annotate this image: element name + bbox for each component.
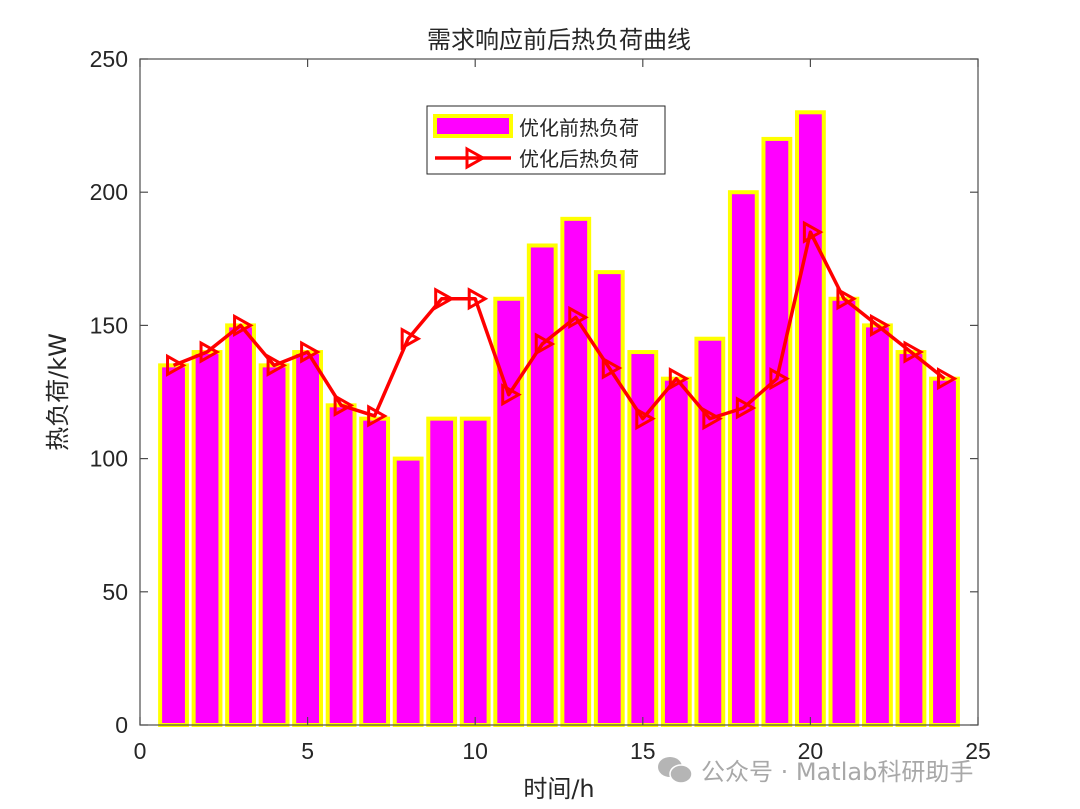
triangle-marker (199, 340, 221, 364)
x-tick-label: 10 (462, 738, 488, 764)
triangle-marker (467, 287, 489, 311)
triangle-marker (869, 313, 891, 337)
x-tick-label: 0 (134, 738, 147, 764)
y-tick-label: 0 (115, 712, 128, 738)
bar (459, 416, 491, 727)
bar (392, 456, 424, 727)
triangle-marker (300, 340, 321, 364)
bar (292, 350, 324, 727)
bar (359, 416, 391, 727)
bar (862, 323, 893, 727)
triangle-marker (367, 404, 388, 428)
triangle-marker (534, 332, 556, 356)
triangle-marker (668, 367, 690, 391)
legend-bar-swatch (433, 114, 513, 138)
bar (727, 190, 759, 727)
triangle-marker (166, 353, 187, 377)
y-tick-label: 250 (90, 46, 128, 72)
y-tick-label: 50 (102, 579, 128, 605)
bar (929, 376, 960, 727)
axes-box (139, 58, 979, 726)
triangle-marker (601, 356, 623, 380)
triangle-marker (903, 340, 925, 364)
triangle-marker (400, 327, 422, 351)
y-axis-label: 热负荷/kW (44, 333, 72, 451)
x-tick-label: 5 (301, 738, 314, 764)
bar (593, 270, 625, 727)
triangle-marker (434, 287, 455, 311)
x-tick-label: 20 (798, 738, 824, 764)
triangle-marker (802, 220, 824, 244)
triangle-marker (936, 367, 958, 391)
y-tick-label: 150 (90, 312, 128, 338)
bar (828, 296, 860, 727)
watermark: 公众号 · Matlab科研助手 (655, 752, 973, 787)
triangle-marker (702, 407, 723, 431)
triangle-marker (769, 367, 790, 391)
bar (761, 136, 793, 728)
x-tick-label: 25 (965, 738, 991, 764)
bar (895, 350, 927, 727)
bar (660, 376, 692, 727)
bar (191, 350, 223, 727)
triangle-marker (501, 383, 522, 407)
chart-title: 需求响应前后热负荷曲线 (427, 26, 691, 54)
bar (426, 416, 458, 727)
bar (258, 363, 290, 727)
triangle-marker (233, 313, 254, 337)
bar (694, 336, 726, 727)
triangle-marker (568, 305, 589, 329)
legend-label: 优化前热负荷 (519, 116, 639, 140)
bar (526, 243, 558, 727)
y-tick-label: 100 (90, 446, 128, 472)
triangle-marker (333, 393, 355, 417)
bar (158, 363, 189, 727)
y-tick-label: 200 (90, 179, 128, 205)
bar (560, 216, 592, 727)
legend-triangle-marker (465, 146, 487, 170)
x-axis-label: 时间/h (523, 775, 594, 803)
wechat-icon (658, 756, 693, 784)
triangle-marker (735, 396, 757, 420)
x-tick-label: 15 (630, 738, 656, 764)
triangle-marker (266, 353, 288, 377)
bar (225, 323, 256, 727)
legend-label: 优化后热负荷 (519, 147, 639, 171)
triangle-marker (635, 407, 656, 431)
triangle-marker (836, 287, 857, 311)
watermark-text: 公众号 · Matlab科研助手 (701, 758, 974, 786)
bar (794, 110, 826, 727)
bar (325, 403, 357, 727)
